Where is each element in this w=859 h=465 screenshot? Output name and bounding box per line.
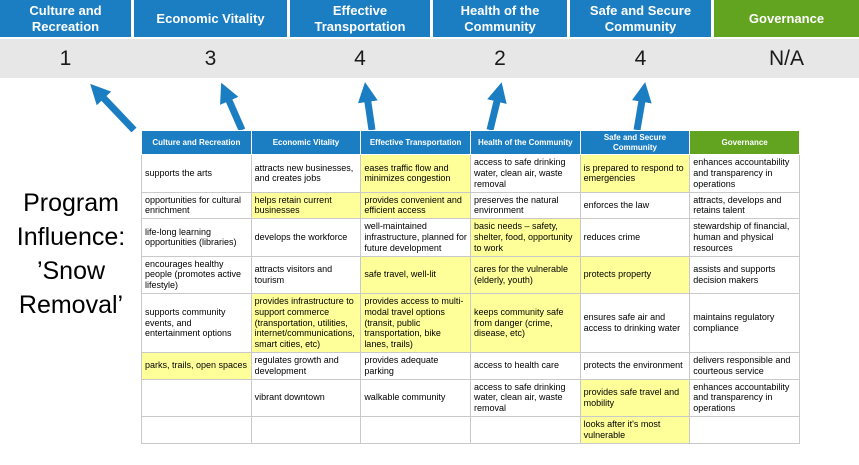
pillar-score-row: 1 3 4 2 4 N/A <box>0 39 859 78</box>
matrix-row: opportunities for cultural enrichment hel… <box>141 191 800 220</box>
pillar-score: 4 <box>354 46 366 70</box>
matrix-header-cell: Effective Transportation <box>360 129 471 156</box>
matrix-header-cell: Safe and Secure Community <box>579 129 691 156</box>
matrix-cell: provides safe travel and mobility <box>579 378 691 417</box>
influence-matrix: Culture and Recreation Economic Vitality E… <box>141 129 800 444</box>
title-line: Influence: <box>16 223 126 251</box>
arrows-layer <box>90 82 652 132</box>
matrix-header-cell: Culture and Recreation <box>141 129 252 156</box>
matrix-cell <box>360 415 471 444</box>
pillar-score: 1 <box>59 46 72 70</box>
matrix-cell: attracts visitors and tourism <box>250 255 362 294</box>
matrix-cell: preserves the natural environment <box>469 191 581 220</box>
matrix-cell: well-maintained infrastructure, planned … <box>360 218 471 257</box>
matrix-cell: protects the environment <box>579 351 691 380</box>
matrix-cell: vibrant downtown <box>250 378 362 417</box>
matrix-row: parks, trails, open spaces regulates grow… <box>141 351 800 380</box>
matrix-cell: ensures safe air and access to drinking … <box>579 292 691 353</box>
matrix-body: supports the arts attracts new businesses… <box>141 154 800 444</box>
matrix-row: supports the arts attracts new businesses… <box>141 154 800 193</box>
matrix-cell <box>689 415 800 444</box>
matrix-cell: helps retain current businesses <box>250 191 362 220</box>
title-line: Program <box>23 189 119 217</box>
matrix-header-cell: Health of the Community <box>469 129 581 156</box>
matrix-cell: enhances accountability and transparency… <box>689 378 800 417</box>
matrix-cell: life-long learning opportunities (librar… <box>141 218 252 257</box>
matrix-cell: enhances accountability and transparency… <box>689 154 800 193</box>
pillar-score: 2 <box>494 46 506 70</box>
matrix-row: encourages healthy people (promotes acti… <box>141 255 800 294</box>
pillar-score: 4 <box>634 46 647 70</box>
matrix-cell <box>469 415 581 444</box>
matrix-cell: provides access to multi-modal travel op… <box>360 292 471 353</box>
matrix-row: supports community events, and entertain… <box>141 292 800 353</box>
up-arrow-icon <box>90 83 137 132</box>
matrix-cell: protects property <box>579 255 691 294</box>
pillar-score: 3 <box>204 46 217 70</box>
matrix-cell: enforces the law <box>579 191 691 220</box>
program-title: Program Influence: ’Snow Removal’ <box>0 186 142 322</box>
matrix-cell: stewardship of financial, human and phys… <box>689 218 800 257</box>
matrix-cell: supports the arts <box>141 154 252 193</box>
pillar-header: Effective Transportation <box>290 0 430 37</box>
matrix-cell: provides infrastructure to support comme… <box>250 292 362 353</box>
matrix-cell <box>141 415 252 444</box>
matrix-cell: assists and supports decision makers <box>689 255 800 294</box>
title-line: Removal’ <box>18 291 124 319</box>
pillar-header: Culture and Recreation <box>0 0 131 37</box>
pillar-header: Health of the Community <box>433 0 567 37</box>
matrix-cell <box>250 415 362 444</box>
matrix-cell: develops the workforce <box>250 218 362 257</box>
title-line: ’Snow <box>36 257 106 285</box>
matrix-cell: provides adequate parking <box>360 351 471 380</box>
matrix-row: looks after it's most vulnerable <box>141 415 800 444</box>
matrix-cell: basic needs – safety, shelter, food, opp… <box>469 218 581 257</box>
matrix-header-cell: Economic Vitality <box>250 129 362 156</box>
matrix-cell: encourages healthy people (promotes acti… <box>141 255 252 294</box>
matrix-cell: provides convenient and efficient access <box>360 191 471 220</box>
matrix-cell: access to health care <box>469 351 581 380</box>
matrix-cell: cares for the vulnerable (elderly, youth… <box>469 255 581 294</box>
pillar-header-row: Culture and Recreation Economic Vitality E… <box>0 0 859 37</box>
matrix-row: vibrant downtown walkable community access… <box>141 378 800 417</box>
matrix-cell: parks, trails, open spaces <box>141 351 252 380</box>
matrix-cell: maintains regulatory compliance <box>689 292 800 353</box>
matrix-cell: is prepared to respond to emergencies <box>579 154 691 193</box>
matrix-cell: supports community events, and entertain… <box>141 292 252 353</box>
pillar-header: Governance <box>714 0 859 37</box>
matrix-cell: regulates growth and development <box>250 351 362 380</box>
up-arrow-icon <box>631 82 652 131</box>
matrix-cell: safe travel, well-lit <box>360 255 471 294</box>
matrix-cell: delivers responsible and courteous servi… <box>689 351 800 380</box>
pillar-header: Economic Vitality <box>134 0 287 37</box>
up-arrow-icon <box>486 82 507 131</box>
pillar-header: Safe and Secure Community <box>570 0 711 37</box>
matrix-cell: looks after it's most vulnerable <box>579 415 691 444</box>
matrix-cell: opportunities for cultural enrichment <box>141 191 252 220</box>
matrix-cell <box>141 378 252 417</box>
up-arrow-icon <box>220 82 246 132</box>
matrix-cell: walkable community <box>360 378 471 417</box>
pillar-score: N/A <box>768 46 804 70</box>
matrix-row: life-long learning opportunities (librar… <box>141 218 800 257</box>
matrix-cell: keeps community safe from danger (crime,… <box>469 292 581 353</box>
up-arrow-icon <box>357 82 378 131</box>
matrix-cell: eases traffic flow and minimizes congest… <box>360 154 471 193</box>
matrix-header-row: Culture and Recreation Economic Vitality E… <box>141 129 800 156</box>
matrix-cell: attracts new businesses, and creates job… <box>250 154 362 193</box>
matrix-cell: access to safe drinking water, clean air… <box>469 154 581 193</box>
matrix-cell: attracts, develops and retains talent <box>689 191 800 220</box>
matrix-cell: reduces crime <box>579 218 691 257</box>
matrix-cell: access to safe drinking water, clean air… <box>469 378 581 417</box>
matrix-header-cell: Governance <box>689 129 800 156</box>
